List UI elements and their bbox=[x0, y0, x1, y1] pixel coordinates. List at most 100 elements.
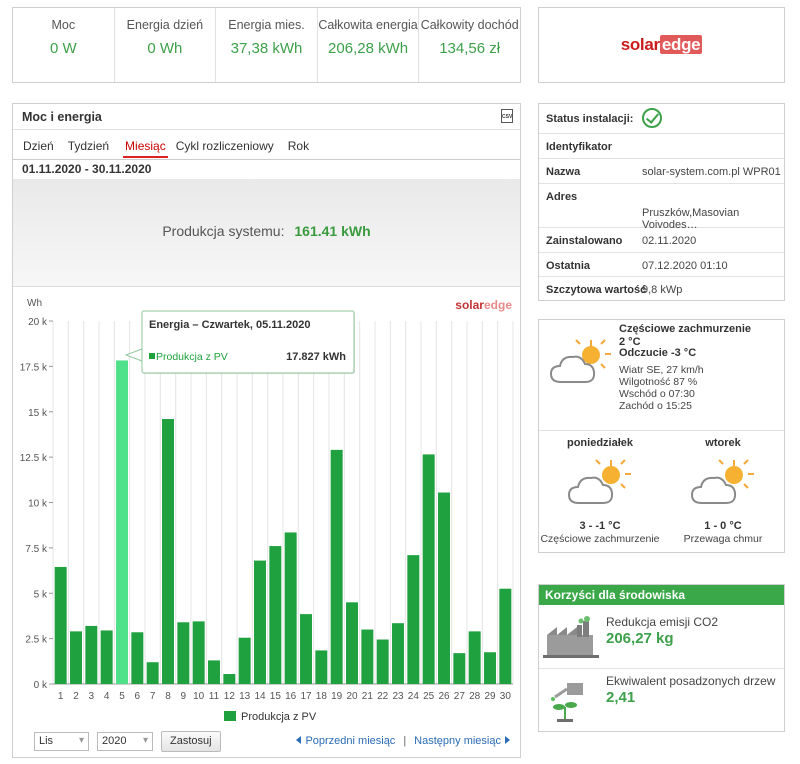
legend-label: Produkcja z PV bbox=[241, 711, 317, 723]
bar bbox=[269, 546, 282, 684]
x-tick-label: 13 bbox=[239, 691, 251, 702]
legend-swatch bbox=[224, 711, 236, 721]
x-tick-label: 27 bbox=[454, 691, 466, 702]
year-select-value: 2020 bbox=[102, 735, 127, 747]
x-tick-label: 30 bbox=[500, 691, 512, 702]
panel-title: Moc i energia bbox=[13, 104, 520, 130]
month-navigation: Poprzedni miesiąc | Następny miesiąc bbox=[296, 735, 510, 747]
check-circle-icon bbox=[642, 108, 662, 128]
bar bbox=[330, 449, 343, 684]
x-tick-label: 16 bbox=[285, 691, 297, 702]
y-tick-label: 5 k bbox=[34, 589, 48, 600]
x-tick-label: 4 bbox=[104, 691, 110, 702]
bar bbox=[484, 652, 496, 684]
peak-power-row: Szczytowa wartość 9,8 kWp bbox=[539, 277, 784, 301]
prev-month-link[interactable]: Poprzedni miesiąc bbox=[296, 735, 395, 747]
arrow-right-icon bbox=[505, 736, 510, 744]
forecast-temp: 1 - 0 °C bbox=[704, 520, 742, 532]
weather-condition: Częściowe zachmurzenie bbox=[619, 323, 752, 335]
bar bbox=[376, 639, 389, 684]
bar bbox=[131, 632, 144, 684]
date-range: 01.11.2020 - 30.11.2020 bbox=[13, 159, 520, 179]
address-label: Adres bbox=[546, 191, 578, 203]
year-select[interactable]: 2020 ▾ bbox=[97, 732, 153, 751]
x-tick-label: 18 bbox=[316, 691, 328, 702]
forecast-day: poniedziałek 3 - -1 °C Częściowe zachmur… bbox=[539, 437, 661, 545]
installed-row: Zainstalowano 02.11.2020 bbox=[539, 228, 784, 253]
kpi-power: Moc 0 W bbox=[13, 8, 115, 82]
tab-year[interactable]: Rok bbox=[287, 139, 310, 153]
next-month-link[interactable]: Następny miesiąc bbox=[414, 735, 510, 747]
x-tick-label: 2 bbox=[73, 691, 79, 702]
tooltip-swatch bbox=[149, 353, 155, 359]
installation-status-panel: Status instalacji: Identyfikator Nazwa s… bbox=[538, 103, 785, 301]
forecast-day: wtorek 1 - 0 °C Przewaga chmur bbox=[662, 437, 784, 545]
bar bbox=[422, 454, 435, 684]
bar bbox=[146, 662, 159, 684]
forecast-condition: Częściowe zachmurzenie bbox=[540, 533, 660, 545]
bar bbox=[192, 621, 205, 684]
bar bbox=[100, 630, 113, 684]
solaredge-watermark-logo: solaredge bbox=[455, 298, 512, 312]
y-tick-label: 10 k bbox=[28, 499, 48, 510]
bar bbox=[70, 631, 82, 684]
last-update-value: 07.12.2020 01:10 bbox=[642, 260, 728, 272]
y-tick-label: 7.5 k bbox=[25, 544, 48, 555]
bar bbox=[315, 650, 328, 684]
bar bbox=[116, 360, 128, 684]
tab-month[interactable]: Miesiąc bbox=[123, 139, 168, 158]
x-tick-label: 26 bbox=[438, 691, 450, 702]
bar bbox=[254, 560, 266, 684]
x-tick-label: 6 bbox=[135, 691, 141, 702]
kpi-income-total: Całkowity dochód 134,56 zł bbox=[419, 8, 520, 82]
system-production: Produkcja systemu: 161.41 kWh bbox=[13, 179, 520, 287]
bar bbox=[499, 588, 512, 684]
kpi-value: 0 Wh bbox=[147, 40, 183, 57]
arrow-left-icon bbox=[296, 736, 302, 744]
y-tick-label: 2.5 k bbox=[25, 635, 48, 646]
tab-day[interactable]: Dzień bbox=[23, 139, 54, 153]
installed-label: Zainstalowano bbox=[546, 235, 623, 247]
partly-cloudy-icon bbox=[567, 459, 631, 504]
co2-item: Redukcja emisji CO2 206,27 kg bbox=[539, 605, 784, 668]
csv-export-icon[interactable]: CSV bbox=[501, 109, 513, 123]
solaredge-logo-panel: solar edge bbox=[538, 7, 785, 83]
kpi-strip: Moc 0 W Energia dzień 0 Wh Energia mies.… bbox=[12, 7, 521, 83]
bar bbox=[361, 629, 374, 684]
x-tick-label: 17 bbox=[300, 691, 312, 702]
x-tick-label: 9 bbox=[181, 691, 187, 702]
y-axis-label: Wh bbox=[27, 298, 42, 309]
forecast-temp: 3 - -1 °C bbox=[579, 520, 621, 532]
address-row: Adres Pruszków,Masovian Voivodes… bbox=[539, 184, 784, 231]
installed-value: 02.11.2020 bbox=[642, 235, 697, 247]
kpi-energy-day: Energia dzień 0 Wh bbox=[115, 8, 217, 82]
tab-billing-cycle[interactable]: Cykl rozliczeniowy bbox=[175, 139, 274, 153]
chevron-down-icon: ▾ bbox=[142, 735, 148, 746]
tab-week[interactable]: Tydzień bbox=[67, 139, 110, 153]
bar bbox=[284, 532, 297, 684]
y-tick-label: 20 k bbox=[28, 317, 48, 328]
x-tick-label: 1 bbox=[58, 691, 64, 702]
production-value: 161.41 kWh bbox=[294, 223, 371, 239]
bar bbox=[438, 492, 450, 684]
month-select[interactable]: Lis ▾ bbox=[34, 732, 89, 751]
partly-cloudy-icon bbox=[549, 339, 611, 383]
apply-button[interactable]: Zastosuj bbox=[161, 731, 221, 752]
x-tick-label: 5 bbox=[119, 691, 125, 702]
x-tick-label: 19 bbox=[331, 691, 343, 702]
bar bbox=[162, 419, 174, 684]
y-tick-label: 15 k bbox=[28, 408, 48, 419]
status-row: Status instalacji: bbox=[539, 104, 784, 134]
kpi-label: Całkowita energia bbox=[318, 18, 418, 32]
production-label: Produkcja systemu: bbox=[162, 223, 285, 239]
y-tick-label: 17.5 k bbox=[20, 362, 48, 373]
identifier-row: Identyfikator bbox=[539, 134, 784, 159]
forecast-day-name: poniedziałek bbox=[566, 437, 634, 449]
environment-benefits-panel: Korzyści dla środowiska Redukcja emisji … bbox=[538, 584, 785, 732]
peak-power-label: Szczytowa wartość bbox=[546, 284, 647, 296]
divider bbox=[539, 668, 784, 669]
bar bbox=[407, 555, 420, 684]
mostly-cloudy-icon bbox=[690, 459, 754, 504]
last-update-label: Ostatnia bbox=[546, 260, 591, 272]
x-tick-label: 10 bbox=[193, 691, 205, 702]
